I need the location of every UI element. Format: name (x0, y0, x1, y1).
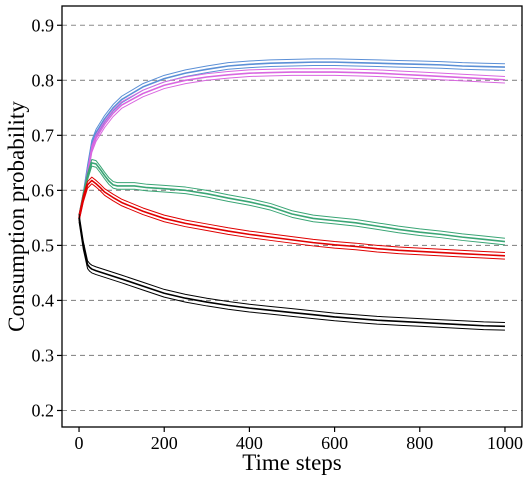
series-2 (78, 68, 506, 222)
y-axis-title: Consumption probability (4, 101, 29, 332)
x-tick-label: 600 (321, 433, 348, 453)
series-band-edge (78, 213, 505, 323)
plot-frame (61, 5, 523, 428)
x-tick-label: 1000 (487, 433, 523, 453)
y-axis: 0.2 0.3 0.4 0.5 0.6 0.7 0.8 0.9 (32, 15, 62, 420)
x-tick-label: 400 (236, 433, 263, 453)
series-3 (78, 159, 506, 246)
series-band-edge (78, 68, 505, 215)
series-line (78, 162, 506, 243)
series-band-edge (78, 58, 505, 215)
x-axis: 0 200 400 600 800 1000 (75, 427, 523, 453)
y-tick-label: 0.8 (32, 70, 55, 90)
series-band-edge (78, 165, 506, 246)
series-4 (78, 176, 506, 260)
series-band-edge (78, 74, 505, 222)
series-band-edge (78, 221, 505, 331)
series-line (78, 61, 505, 219)
y-tick-label: 0.6 (32, 180, 55, 200)
series-1 (78, 58, 505, 222)
series-line (78, 217, 505, 328)
y-tick-label: 0.9 (32, 15, 55, 35)
y-tick-label: 0.5 (32, 235, 55, 255)
series-line (78, 71, 506, 219)
y-tick-label: 0.4 (32, 290, 55, 310)
series-band-edge (78, 159, 506, 239)
series-band-edge (78, 64, 505, 222)
series-band-edge (78, 183, 505, 260)
x-tick-label: 0 (75, 433, 84, 453)
y-tick-label: 0.7 (32, 125, 55, 145)
x-tick-label: 800 (406, 433, 433, 453)
series-line (78, 179, 506, 257)
y-tick-label: 0.2 (32, 400, 55, 420)
series-5 (78, 213, 505, 331)
grid-lines (62, 24, 522, 412)
series-group (78, 58, 506, 331)
y-tick-label: 0.3 (32, 345, 55, 365)
x-tick-label: 200 (151, 433, 178, 453)
series-band-edge (78, 176, 505, 254)
x-axis-title: Time steps (242, 450, 342, 475)
